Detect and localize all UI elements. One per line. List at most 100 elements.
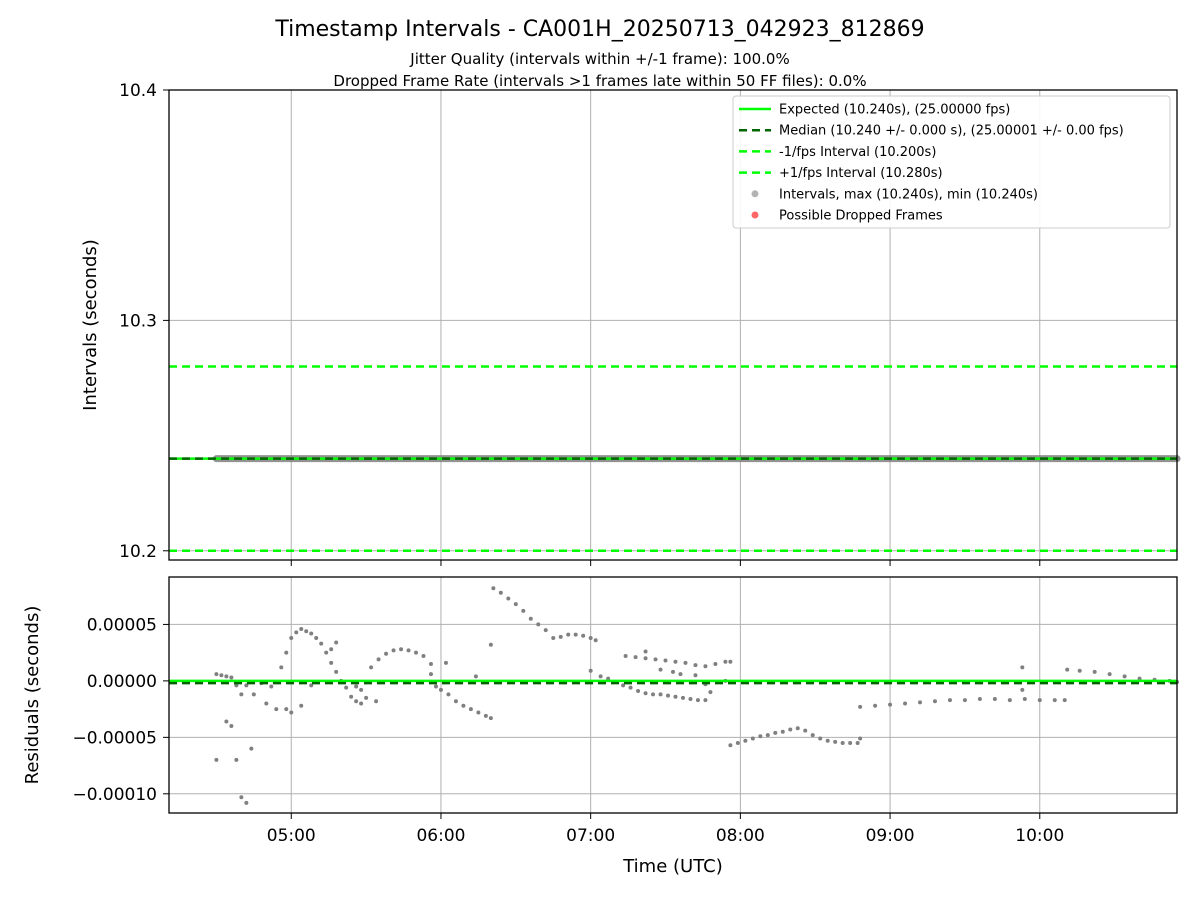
legend-marker — [751, 211, 759, 219]
residual-point — [663, 658, 668, 663]
residual-point — [643, 656, 648, 661]
residual-point — [1062, 698, 1067, 703]
residual-point — [588, 635, 593, 640]
bottom-y-axis-label: Residuals (seconds) — [22, 606, 43, 785]
residual-point — [269, 684, 274, 689]
residual-point — [251, 692, 256, 697]
residual-point — [473, 674, 478, 679]
residual-point — [873, 703, 878, 708]
residual-point — [1065, 667, 1070, 672]
residual-point — [284, 707, 289, 712]
residual-point — [728, 659, 733, 664]
residual-point — [488, 642, 493, 647]
residual-point — [643, 649, 648, 654]
residual-point — [643, 691, 648, 696]
residual-point — [274, 707, 279, 712]
residual-point — [651, 692, 656, 697]
legend-label: Intervals, max (10.240s), min (10.240s) — [779, 187, 1038, 202]
residual-point — [833, 739, 838, 744]
residual-point — [374, 699, 379, 704]
residual-point — [1137, 676, 1142, 681]
residual-point — [264, 701, 269, 706]
x-tick-label: 09:00 — [866, 826, 915, 846]
residual-point — [214, 757, 219, 762]
residual-point — [932, 699, 937, 704]
residual-point — [825, 738, 830, 743]
legend-label: Possible Dropped Frames — [779, 209, 943, 224]
legend-marker — [751, 190, 759, 198]
residual-point — [443, 660, 448, 665]
residual-point — [1107, 672, 1112, 677]
residual-point — [354, 699, 359, 704]
residual-point — [446, 692, 451, 697]
legend-label: Expected (10.240s), (25.00000 fps) — [779, 103, 1010, 118]
residual-point — [678, 672, 683, 677]
residual-point — [294, 630, 299, 635]
residual-point — [468, 707, 473, 712]
residual-point — [693, 663, 698, 668]
residual-point — [309, 631, 314, 636]
residual-point — [858, 704, 863, 709]
x-tick-label: 07:00 — [566, 826, 615, 846]
residual-point — [758, 734, 763, 739]
x-tick-label: 05:00 — [267, 826, 316, 846]
residual-point — [239, 692, 244, 697]
residual-point — [658, 692, 663, 697]
x-axis-label: Time (UTC) — [622, 856, 723, 877]
residual-point — [344, 685, 349, 690]
residual-point — [855, 740, 860, 745]
intervals-panel: 10.2 10.3 10.4 Intervals (seconds) Expected … — [80, 81, 1181, 566]
residual-point — [636, 689, 641, 694]
residual-point — [334, 669, 339, 674]
residual-point — [376, 657, 381, 662]
residual-point — [703, 698, 708, 703]
residual-point — [743, 738, 748, 743]
residual-point — [279, 665, 284, 670]
residual-point — [369, 665, 374, 670]
residual-point — [433, 684, 438, 689]
residual-point — [506, 596, 511, 601]
x-tick-label: 08:00 — [716, 826, 765, 846]
residual-point — [683, 660, 688, 665]
residual-point — [947, 698, 952, 703]
residual-point — [1052, 698, 1057, 703]
residual-point — [234, 757, 239, 762]
residual-point — [428, 672, 433, 677]
top-y-axis-label: Intervals (seconds) — [80, 239, 101, 411]
residual-point — [349, 694, 354, 699]
residual-point — [239, 795, 244, 800]
residual-point — [673, 694, 678, 699]
gridlines — [169, 577, 1177, 813]
residual-point — [289, 635, 294, 640]
residual-point — [708, 690, 713, 695]
residual-point — [848, 740, 853, 745]
residual-point — [224, 674, 229, 679]
residual-point — [593, 638, 598, 643]
residual-point — [728, 743, 733, 748]
residual-point — [1007, 698, 1012, 703]
residual-point — [588, 668, 593, 673]
legend-label: +1/fps Interval (10.280s) — [779, 166, 943, 181]
residual-point — [581, 633, 586, 638]
residual-point — [359, 687, 364, 692]
residual-point — [249, 746, 254, 751]
residual-point — [693, 673, 698, 678]
residual-point — [713, 661, 718, 666]
residual-point — [598, 674, 603, 679]
residual-point — [658, 667, 663, 672]
residual-point — [543, 628, 548, 633]
residual-point — [780, 729, 785, 734]
residual-point — [453, 699, 458, 704]
legend: Expected (10.240s), (25.00000 fps) Median… — [732, 95, 1171, 229]
residual-point — [421, 654, 426, 659]
residual-point — [653, 657, 658, 662]
residual-point — [623, 654, 628, 659]
residual-point — [695, 698, 700, 703]
residual-point — [551, 635, 556, 640]
residual-point — [688, 696, 693, 701]
residual-point — [461, 703, 466, 708]
residual-point — [750, 736, 755, 741]
residual-point — [491, 586, 496, 591]
legend-box — [732, 95, 1171, 229]
x-tick-label: 06:00 — [416, 826, 465, 846]
